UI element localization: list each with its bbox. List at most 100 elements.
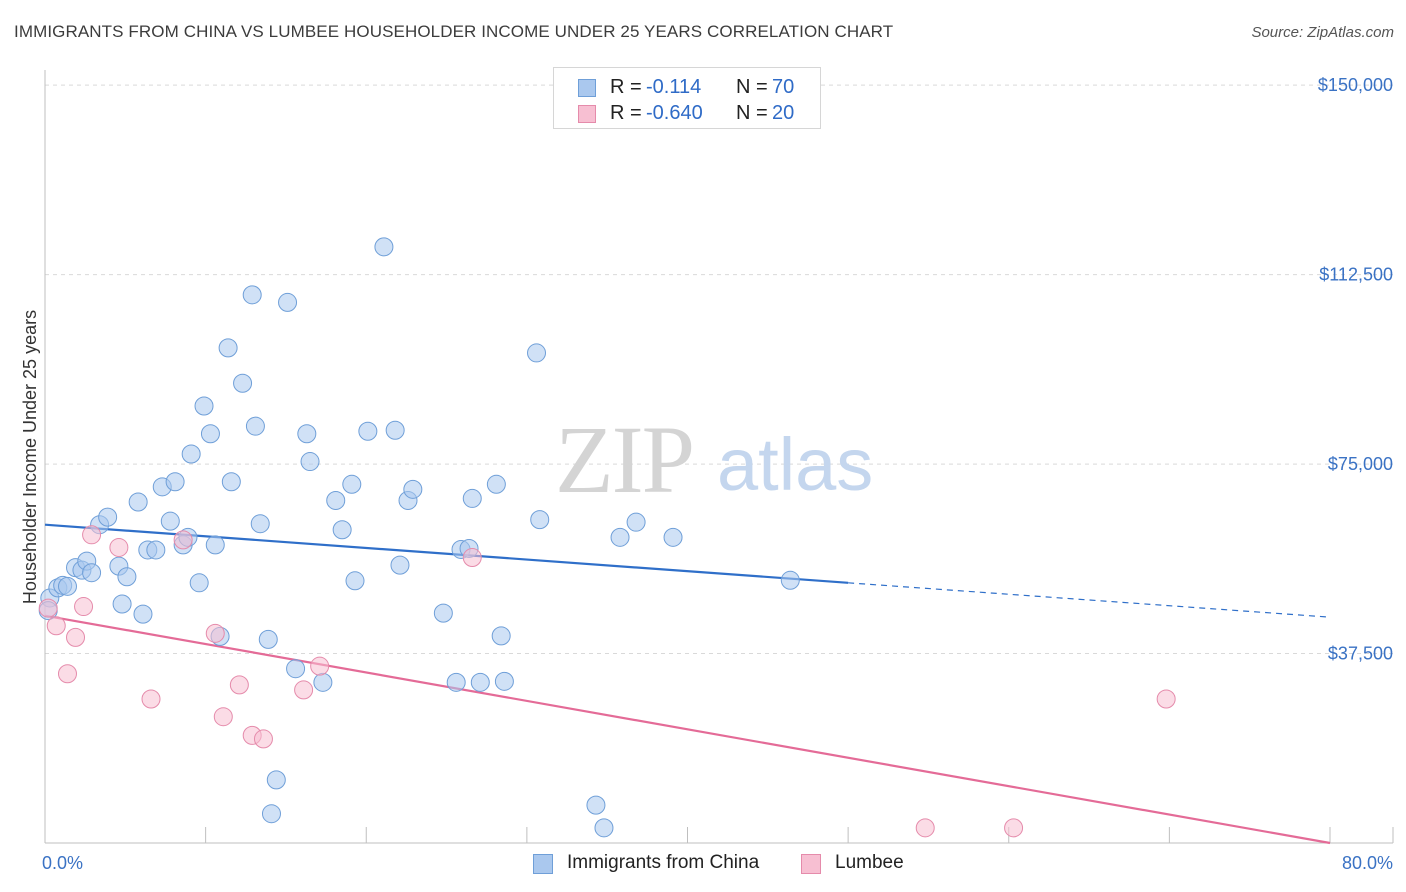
legend-n-label: N =	[736, 76, 768, 98]
chart-source: Source: ZipAtlas.com	[1251, 24, 1394, 41]
point-china	[486, 474, 506, 494]
point-china	[494, 671, 514, 691]
y-axis-title: Householder Income Under 25 years	[20, 310, 40, 604]
point-lumbee	[82, 525, 102, 545]
legend-r-label: R =	[610, 76, 642, 98]
x-tick-label: 0.0%	[42, 853, 83, 873]
point-lumbee	[915, 818, 935, 838]
legend-n-value: 70	[772, 76, 795, 98]
point-china	[278, 292, 298, 312]
point-china	[326, 490, 346, 510]
point-china	[358, 421, 378, 441]
chart-title: IMMIGRANTS FROM CHINA VS LUMBEE HOUSEHOL…	[14, 22, 894, 41]
watermark: ZIP atlas	[555, 406, 873, 513]
point-china	[194, 396, 214, 416]
point-china	[610, 527, 630, 547]
point-lumbee	[213, 707, 233, 727]
point-china	[160, 511, 180, 531]
legend-n-value: 20	[772, 102, 795, 124]
point-china	[300, 452, 320, 472]
point-china	[112, 594, 132, 614]
point-china	[57, 576, 77, 596]
point-lumbee	[253, 729, 273, 749]
point-china	[530, 510, 550, 530]
point-lumbee	[294, 680, 314, 700]
point-china	[345, 571, 365, 591]
point-china	[181, 444, 201, 464]
point-china	[297, 424, 317, 444]
point-china	[82, 563, 102, 583]
watermark-zip: ZIP	[555, 406, 693, 513]
legend-r-value: -0.114	[646, 76, 702, 98]
trend-line-china-extension	[848, 582, 1331, 618]
point-china	[491, 626, 511, 646]
legend-r-label: R =	[610, 102, 642, 124]
legend-n-label: N =	[736, 102, 768, 124]
point-china	[233, 373, 253, 393]
trend-line-lumbee	[44, 614, 1331, 845]
point-lumbee	[229, 675, 249, 695]
point-china	[403, 479, 423, 499]
point-china	[261, 804, 281, 824]
point-china	[780, 570, 800, 590]
point-china	[266, 770, 286, 790]
point-china	[133, 604, 153, 624]
series-swatch-china	[533, 854, 553, 874]
point-lumbee	[57, 664, 77, 684]
gridlines	[45, 84, 1393, 655]
series-label-china: Immigrants from China	[567, 852, 760, 873]
point-china	[221, 472, 241, 492]
correlation-legend: R = -0.114 N = 70 R = -0.640 N = 20	[553, 67, 821, 129]
point-china	[128, 492, 148, 512]
series-label-lumbee: Lumbee	[835, 852, 904, 873]
point-lumbee	[46, 616, 66, 636]
point-lumbee	[205, 623, 225, 643]
point-china	[242, 285, 262, 305]
point-china	[390, 555, 410, 575]
data-points	[38, 237, 1176, 838]
point-china	[462, 488, 482, 508]
point-china	[200, 424, 220, 444]
axes	[44, 70, 1394, 844]
point-china	[470, 672, 490, 692]
point-china	[146, 540, 166, 560]
point-china	[586, 795, 606, 815]
point-china	[218, 338, 238, 358]
point-lumbee	[462, 548, 482, 568]
point-china	[250, 514, 270, 534]
legend-swatch-lumbee	[578, 105, 596, 123]
watermark-atlas: atlas	[717, 423, 873, 506]
point-china	[245, 416, 265, 436]
trend-line-china	[44, 523, 849, 584]
point-lumbee	[66, 627, 86, 647]
point-lumbee	[310, 656, 330, 676]
point-china	[594, 818, 614, 838]
point-china	[342, 474, 362, 494]
legend-swatch-china	[578, 79, 596, 97]
point-china	[313, 672, 333, 692]
point-china	[258, 629, 278, 649]
series-swatch-lumbee	[801, 854, 821, 874]
point-china	[433, 603, 453, 623]
point-china	[117, 567, 137, 587]
point-china	[286, 659, 306, 679]
point-lumbee	[74, 597, 94, 617]
point-china	[189, 573, 209, 593]
point-china	[385, 420, 405, 440]
point-china	[205, 535, 225, 555]
y-tick-label: $37,500	[1328, 644, 1393, 664]
tick-labels: $37,500 $75,000 $112,500 $150,000 0.0% 80.0% H…	[20, 75, 1393, 873]
point-china	[527, 343, 547, 363]
point-china	[332, 520, 352, 540]
point-china	[374, 237, 394, 257]
point-lumbee	[173, 530, 193, 550]
point-china	[98, 507, 118, 527]
point-lumbee	[1004, 818, 1024, 838]
x-tick-label: 80.0%	[1342, 853, 1393, 873]
point-china	[165, 472, 185, 492]
point-lumbee	[1156, 689, 1176, 709]
point-china	[446, 672, 466, 692]
point-china	[663, 527, 683, 547]
point-lumbee	[109, 537, 129, 557]
point-lumbee	[38, 598, 58, 618]
